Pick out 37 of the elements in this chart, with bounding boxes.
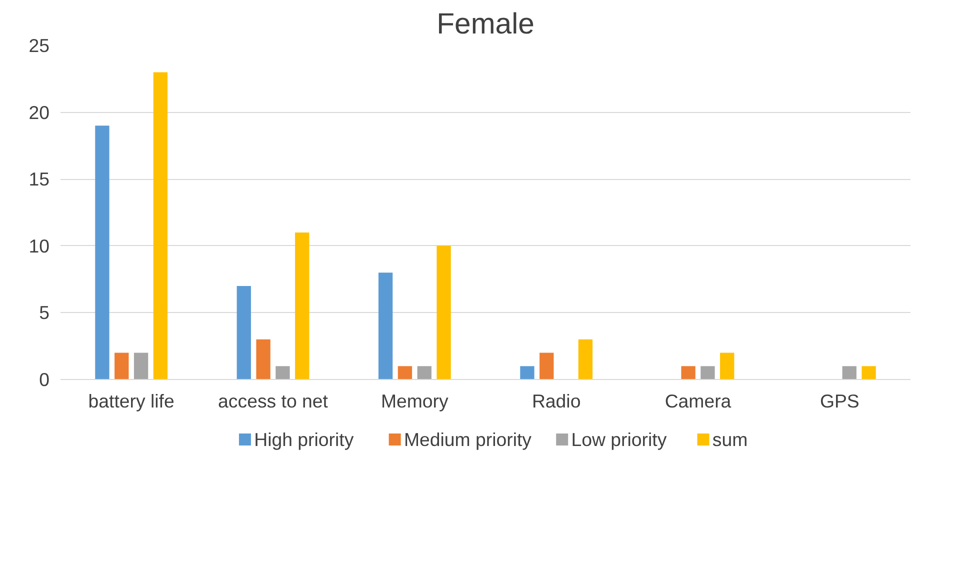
bar	[256, 339, 270, 380]
bar	[700, 366, 715, 380]
bar	[134, 352, 148, 380]
bar	[276, 366, 290, 380]
bar	[578, 339, 593, 380]
legend-label: Medium priority	[404, 429, 532, 450]
x-tick-label: Radio	[532, 390, 581, 412]
y-tick-label: 5	[39, 302, 50, 324]
bar	[236, 286, 251, 380]
x-tick-label: GPS	[820, 390, 860, 412]
bar	[114, 352, 129, 380]
bar	[295, 232, 310, 380]
y-tick-label: 0	[39, 369, 50, 390]
bar	[378, 272, 393, 380]
bar	[95, 126, 110, 380]
legend-label: High priority	[254, 429, 354, 450]
chart-title: Female	[436, 8, 534, 40]
y-tick-label: 10	[28, 235, 50, 256]
bar	[153, 72, 168, 380]
legend-label: Low priority	[571, 429, 668, 450]
bar	[842, 366, 856, 380]
legend-label: sum	[712, 429, 748, 450]
x-tick-label: Memory	[380, 390, 450, 412]
bar	[520, 366, 534, 380]
x-tick-label: battery life	[88, 390, 174, 412]
bar	[436, 246, 451, 380]
y-tick-label: 15	[28, 168, 50, 190]
x-tick-label: access to net	[218, 390, 329, 412]
bar	[417, 366, 432, 380]
bar	[540, 352, 554, 380]
bar	[720, 352, 734, 380]
y-tick-label: 25	[28, 35, 50, 56]
bar	[398, 366, 412, 380]
x-tick-label: Camera	[664, 390, 732, 412]
y-tick-label: 20	[28, 102, 50, 123]
bar	[862, 366, 876, 380]
bar	[681, 366, 696, 380]
